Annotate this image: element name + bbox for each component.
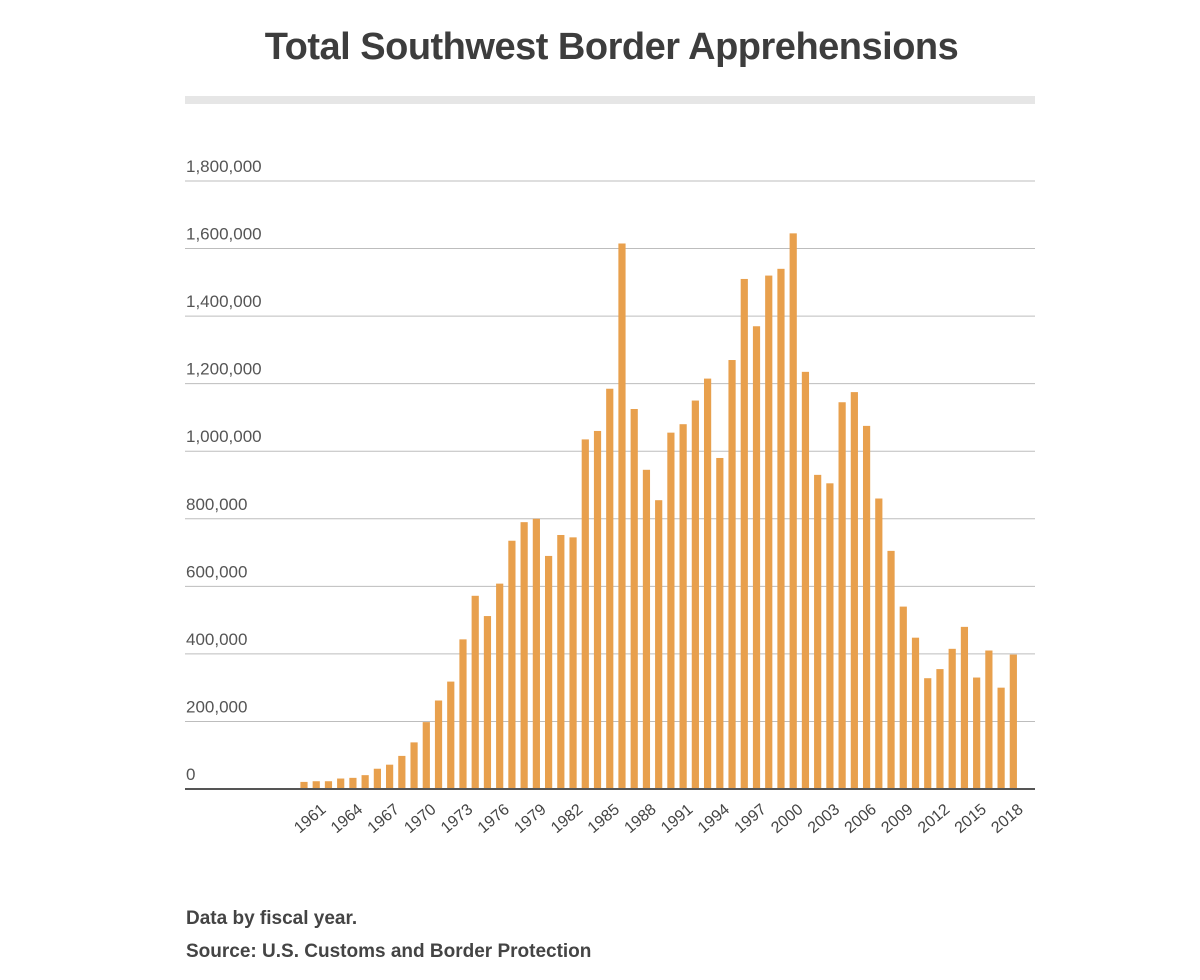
bar: [728, 360, 736, 789]
x-tick-label: 1982: [548, 801, 586, 837]
x-tick-label: 2006: [842, 801, 880, 837]
bar: [557, 534, 565, 789]
bar: [789, 233, 797, 789]
x-axis-labels: 1961196419671970197319761979198219851988…: [291, 801, 1026, 837]
bar: [410, 742, 418, 789]
bar: [1009, 654, 1017, 789]
bar: [740, 278, 748, 789]
bar: [606, 388, 614, 789]
footnote-source: Source: U.S. Customs and Border Protecti…: [186, 941, 592, 962]
bar: [777, 268, 785, 789]
bar: [618, 243, 626, 789]
bar: [936, 669, 944, 789]
x-tick-label: 1991: [658, 801, 696, 837]
bar: [337, 778, 345, 789]
bar-chart: 0 200,000 400,000 600,000 800,000 1,000,000 1,…: [185, 157, 1035, 837]
bar: [667, 432, 675, 789]
x-tick-label: 1979: [511, 801, 549, 837]
bar: [887, 550, 895, 789]
x-tick-label: 2000: [768, 801, 806, 837]
x-tick-label: 1976: [475, 801, 513, 837]
y-tick-label: 1,600,000: [186, 225, 262, 244]
bar: [997, 687, 1005, 789]
bar: [814, 474, 822, 789]
x-tick-label: 1964: [328, 801, 366, 837]
x-tick-label: 1988: [622, 801, 660, 837]
y-tick-label: 1,000,000: [186, 427, 262, 446]
bar: [532, 518, 540, 789]
bar: [520, 522, 528, 789]
bar: [483, 616, 492, 789]
y-tick-label: 1,800,000: [186, 157, 262, 176]
y-tick-label: 200,000: [186, 697, 247, 716]
bar: [386, 764, 394, 789]
y-tick-label: 1,400,000: [186, 292, 262, 311]
bar: [300, 781, 308, 789]
bar: [703, 378, 712, 789]
y-tick-label: 1,200,000: [186, 360, 262, 379]
bar: [630, 409, 638, 789]
bar: [373, 768, 381, 789]
bar: [875, 498, 883, 789]
title-divider: [185, 96, 1035, 104]
x-tick-label: 1994: [695, 801, 733, 837]
bar: [642, 469, 651, 789]
bar: [312, 781, 320, 789]
bar: [324, 781, 333, 789]
bar: [655, 500, 663, 789]
bar: [960, 626, 969, 789]
bar: [948, 648, 956, 789]
bar: [801, 371, 810, 789]
chart-title: Total Southwest Border Apprehensions: [264, 26, 959, 68]
x-tick-label: 2003: [805, 801, 843, 837]
bar: [422, 722, 430, 789]
footnote-fiscal-year: Data by fiscal year.: [186, 908, 358, 929]
y-tick-label: 600,000: [186, 562, 247, 581]
bar: [924, 678, 932, 789]
bar: [985, 650, 993, 789]
bar: [593, 430, 602, 789]
x-tick-label: 1973: [438, 801, 476, 837]
bar: [862, 425, 871, 789]
bar: [434, 700, 443, 789]
bar: [973, 677, 981, 789]
y-tick-label: 400,000: [186, 630, 247, 649]
x-tick-label: 1967: [365, 801, 403, 837]
bar: [911, 637, 920, 789]
y-tick-label: 800,000: [186, 495, 247, 514]
bar: [361, 775, 369, 789]
bar: [545, 555, 553, 789]
x-tick-label: 1985: [585, 801, 623, 837]
bar: [765, 275, 773, 790]
bar: [496, 583, 504, 789]
x-tick-label: 1961: [291, 801, 329, 837]
x-tick-label: 2009: [878, 801, 916, 837]
bar: [679, 424, 687, 789]
x-tick-label: 2012: [915, 801, 953, 837]
bar: [471, 595, 479, 789]
bar: [716, 457, 724, 789]
bar: [691, 400, 699, 789]
x-tick-label: 1970: [401, 801, 439, 837]
bar: [508, 540, 516, 789]
bar: [899, 606, 907, 789]
bar: [752, 326, 761, 789]
bars: [300, 233, 1017, 790]
bar: [569, 537, 577, 789]
bar: [398, 755, 406, 789]
bar: [459, 639, 467, 789]
y-axis-labels: 0 200,000 400,000 600,000 800,000 1,000,000 1,…: [186, 157, 262, 784]
x-tick-label: 2015: [952, 801, 990, 837]
x-tick-label: 1997: [732, 801, 770, 837]
bar: [838, 402, 846, 789]
x-tick-label: 2018: [988, 801, 1026, 837]
y-tick-label: 0: [186, 765, 195, 784]
bar: [447, 681, 455, 789]
bar: [850, 392, 858, 789]
bar: [349, 777, 357, 789]
bar: [581, 439, 589, 789]
bar: [826, 483, 834, 789]
